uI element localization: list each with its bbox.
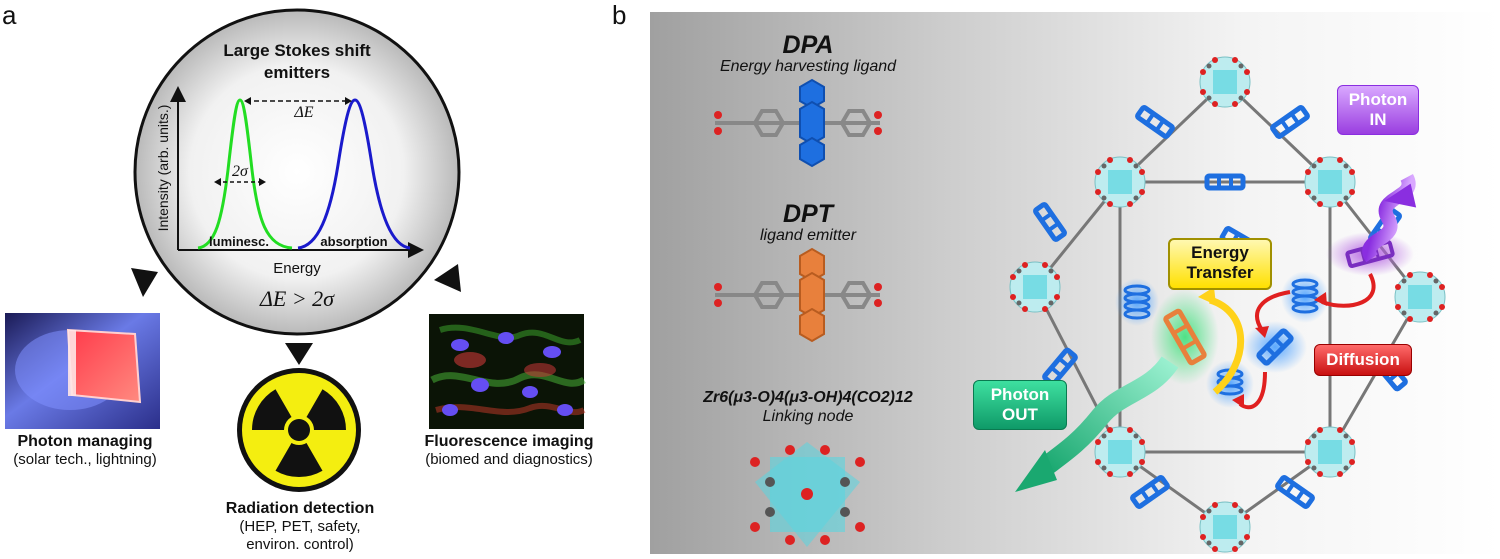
- luminescence-label: luminesc.: [209, 234, 269, 249]
- node-label: Zr6(μ3-O)4(μ3-OH)4(CO2)12 Linking node: [662, 388, 954, 426]
- pointer-right: [434, 264, 461, 292]
- node-formula: Zr6(μ3-O)4(μ3-OH)4(CO2)12: [703, 389, 913, 406]
- energy-transfer-arrow: [1208, 296, 1245, 395]
- circle-title: Large Stokes shift emitters: [187, 40, 407, 84]
- panel-b-letter: b: [612, 0, 627, 30]
- delta-e-label: ΔE: [294, 104, 314, 121]
- stokes-circle: [133, 8, 461, 336]
- diffusion-box: Diffusion: [1314, 344, 1412, 376]
- stokes-condition: ΔE > 2σ: [259, 286, 335, 311]
- photon-managing-caption: Photon managing (solar tech., lightning): [0, 433, 170, 469]
- node-subtitle: Linking node: [762, 408, 854, 425]
- dpt-subtitle: ligand emitter: [759, 227, 857, 244]
- absorption-curve: [297, 98, 411, 250]
- photon-out-box: Photon OUT: [973, 380, 1067, 430]
- dpt-label: DPT ligand emitter: [678, 201, 938, 245]
- photon-out-line2: OUT: [1002, 405, 1038, 424]
- energy-transfer-line2: Transfer: [1186, 263, 1254, 282]
- photon-managing-title: Photon managing: [17, 433, 153, 450]
- photon-out-line1: Photon: [990, 385, 1050, 404]
- luminescence-curve: [197, 98, 293, 250]
- radiation-detection-subtitle-2: environ. control): [246, 536, 354, 553]
- photon-in-line1: Photon: [1348, 90, 1408, 109]
- photon-in-line2: IN: [1369, 110, 1387, 129]
- pointer-left: [131, 268, 158, 297]
- diffusion-arrow-1: [1321, 273, 1376, 308]
- x-axis-label: Energy: [273, 260, 321, 277]
- circle-title-line2: emitters: [263, 63, 331, 82]
- photon-in-box: Photon IN: [1337, 85, 1419, 135]
- radiation-symbol: [237, 368, 361, 492]
- radiation-detection-caption: Radiation detection (HEP, PET, safety, e…: [210, 500, 390, 554]
- panel-a-graphics: [5, 8, 586, 492]
- absorption-label: absorption: [320, 234, 388, 249]
- y-axis-label: Intensity (arb. units.): [155, 104, 171, 232]
- fluorescence-imaging-subtitle: (biomed and diagnostics): [425, 451, 593, 468]
- fluorescence-imaging-title: Fluorescence imaging: [424, 433, 594, 450]
- dpa-label: DPA Energy harvesting ligand: [678, 32, 938, 76]
- panel-a-letter: a: [2, 0, 17, 30]
- radiation-detection-subtitle-1: (HEP, PET, safety,: [239, 518, 361, 535]
- photon-out-arrow: [1039, 355, 1179, 476]
- zr-node-model: [750, 442, 865, 547]
- diffusion-label: Diffusion: [1326, 350, 1400, 369]
- diffusion-arrow-2: [1255, 290, 1291, 332]
- dpa-title: DPA: [782, 31, 834, 59]
- radiation-detection-title: Radiation detection: [225, 500, 375, 517]
- energy-transfer-box: Energy Transfer: [1168, 238, 1272, 290]
- sigma-label: 2σ: [232, 163, 248, 180]
- stack-left: [1123, 284, 1151, 320]
- dpt-title: DPT: [783, 200, 833, 228]
- dpt-molecule: [714, 247, 882, 343]
- dpa-molecule: [714, 78, 882, 168]
- fluorescence-imaging-caption: Fluorescence imaging (biomed and diagnos…: [414, 433, 604, 469]
- energy-transfer-line1: Energy: [1191, 243, 1249, 262]
- dpa-subtitle: Energy harvesting ligand: [719, 58, 897, 75]
- circle-title-line1: Large Stokes shift: [223, 41, 371, 60]
- photon-managing-subtitle: (solar tech., lightning): [13, 451, 157, 468]
- pointer-bottom: [285, 343, 313, 365]
